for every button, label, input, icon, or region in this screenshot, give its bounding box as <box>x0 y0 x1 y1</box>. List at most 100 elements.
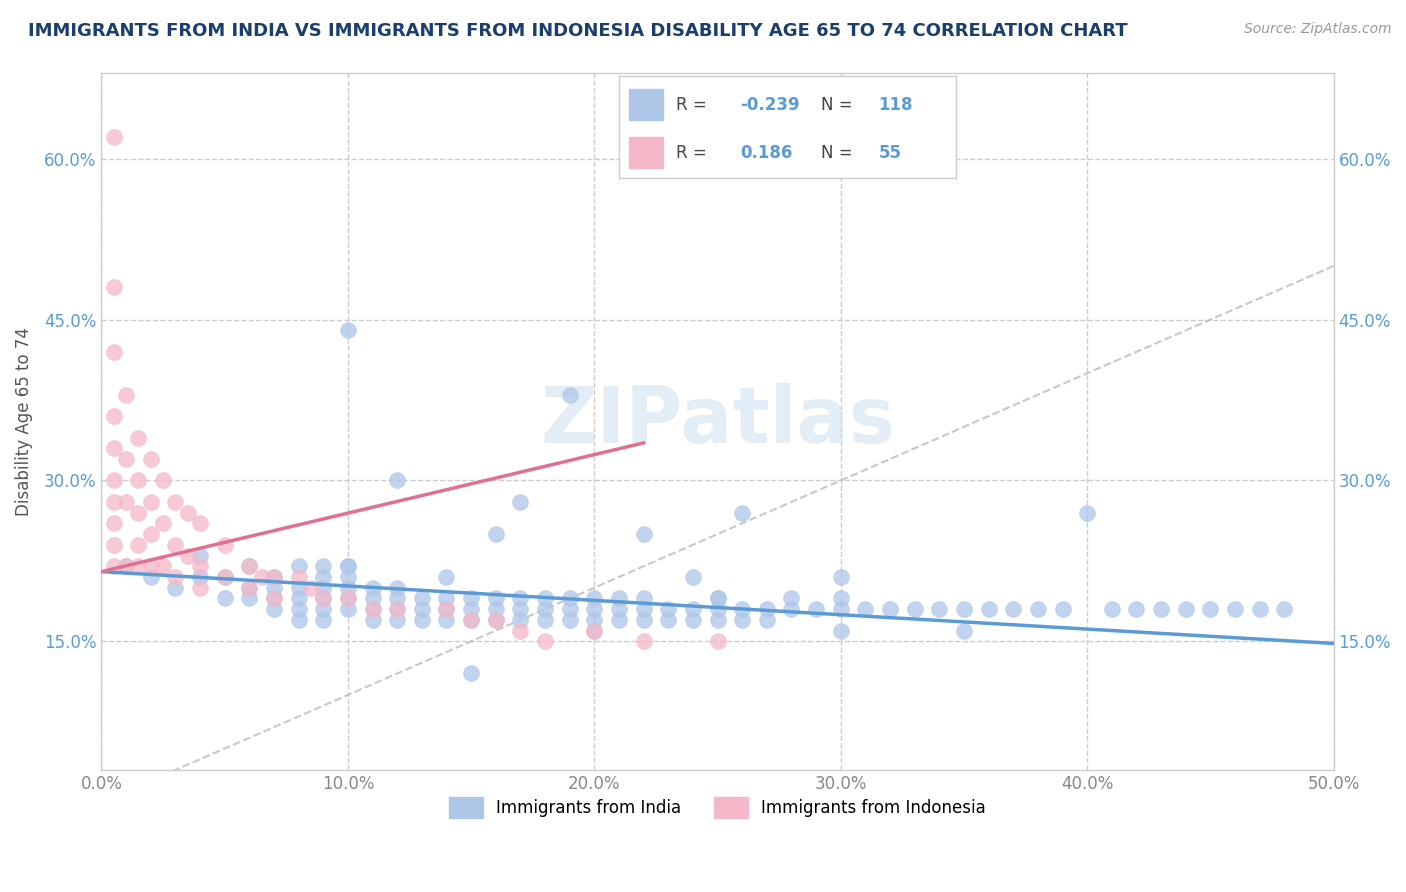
Point <box>731 613 754 627</box>
Point <box>558 613 581 627</box>
Point <box>583 613 606 627</box>
Point <box>103 280 125 294</box>
Point <box>509 495 531 509</box>
Point <box>485 527 508 541</box>
Point <box>755 602 778 616</box>
Point <box>103 538 125 552</box>
Point <box>460 613 482 627</box>
Point <box>830 570 852 584</box>
Point <box>103 409 125 424</box>
Legend: Immigrants from India, Immigrants from Indonesia: Immigrants from India, Immigrants from I… <box>443 790 993 824</box>
Point <box>312 602 335 616</box>
Point <box>152 559 174 574</box>
Y-axis label: Disability Age 65 to 74: Disability Age 65 to 74 <box>15 327 32 516</box>
Text: Source: ZipAtlas.com: Source: ZipAtlas.com <box>1244 22 1392 37</box>
Point <box>263 591 285 606</box>
Point <box>165 495 187 509</box>
Point <box>361 581 384 595</box>
Text: 0.186: 0.186 <box>740 144 793 161</box>
Point <box>583 624 606 638</box>
Text: IMMIGRANTS FROM INDIA VS IMMIGRANTS FROM INDONESIA DISABILITY AGE 65 TO 74 CORRE: IMMIGRANTS FROM INDIA VS IMMIGRANTS FROM… <box>28 22 1128 40</box>
Point <box>287 581 309 595</box>
Point <box>385 602 408 616</box>
Point <box>509 613 531 627</box>
Point <box>953 624 976 638</box>
Point <box>336 559 359 574</box>
Point <box>460 666 482 681</box>
Point <box>188 549 211 563</box>
Point <box>558 602 581 616</box>
Point <box>485 602 508 616</box>
Point <box>214 570 236 584</box>
Point <box>299 581 322 595</box>
Point <box>830 602 852 616</box>
Point <box>103 344 125 359</box>
Point <box>755 613 778 627</box>
Point <box>1002 602 1025 616</box>
Point <box>657 613 679 627</box>
Point <box>263 570 285 584</box>
Point <box>583 624 606 638</box>
Point <box>312 591 335 606</box>
Point <box>633 613 655 627</box>
Point <box>103 516 125 531</box>
Point <box>139 452 162 467</box>
Point <box>682 602 704 616</box>
Point <box>1076 506 1098 520</box>
Point <box>103 559 125 574</box>
Point <box>485 613 508 627</box>
Point <box>188 516 211 531</box>
Point <box>336 323 359 337</box>
Point <box>953 602 976 616</box>
Point <box>385 581 408 595</box>
Point <box>103 130 125 145</box>
Point <box>436 591 458 606</box>
Point <box>411 602 433 616</box>
Point <box>127 431 149 445</box>
Point <box>214 591 236 606</box>
Point <box>607 613 630 627</box>
Text: R =: R = <box>676 95 707 113</box>
Point <box>706 591 728 606</box>
Point <box>188 570 211 584</box>
Point <box>436 602 458 616</box>
Point <box>485 613 508 627</box>
Point <box>706 613 728 627</box>
Point <box>706 634 728 648</box>
Point <box>411 613 433 627</box>
Text: N =: N = <box>821 95 852 113</box>
Text: N =: N = <box>821 144 852 161</box>
Point <box>177 506 200 520</box>
Point <box>361 613 384 627</box>
Point <box>460 613 482 627</box>
Point <box>115 559 138 574</box>
Point <box>336 570 359 584</box>
Point <box>633 591 655 606</box>
Point <box>879 602 901 616</box>
Point <box>558 591 581 606</box>
Point <box>977 602 1000 616</box>
Point <box>165 538 187 552</box>
Point <box>633 527 655 541</box>
Point <box>706 591 728 606</box>
Point <box>287 570 309 584</box>
Point <box>152 474 174 488</box>
Point <box>312 581 335 595</box>
Point <box>682 613 704 627</box>
Point <box>238 581 260 595</box>
Point <box>706 602 728 616</box>
Point <box>1272 602 1295 616</box>
Point <box>534 591 557 606</box>
Point <box>115 559 138 574</box>
Point <box>139 559 162 574</box>
Point <box>214 570 236 584</box>
Point <box>336 581 359 595</box>
Point <box>558 387 581 401</box>
Point <box>312 613 335 627</box>
Point <box>385 591 408 606</box>
Point <box>188 581 211 595</box>
Point <box>830 591 852 606</box>
Point <box>460 602 482 616</box>
Point <box>855 602 877 616</box>
Point <box>238 581 260 595</box>
